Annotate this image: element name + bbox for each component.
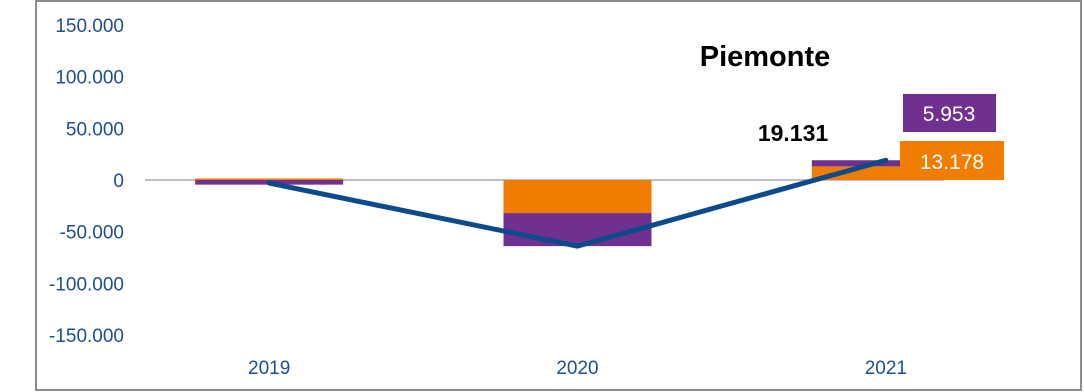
data-label-series2-2021: 5.953 (923, 103, 976, 126)
data-label-series1-2021: 13.178 (920, 151, 984, 174)
bar-series2-2020 (503, 213, 652, 247)
series-line (266, 157, 889, 249)
bar-series2-2021 (811, 160, 960, 167)
y-tick-label: 150.000 (55, 16, 124, 37)
y-tick-label: 0 (113, 171, 124, 192)
bar-series1-2020 (503, 180, 652, 214)
x-tick-label: 2020 (556, 358, 598, 379)
data-label-total-2021: 19.131 (758, 120, 829, 146)
x-tick-label: 2019 (248, 358, 290, 379)
y-tick-label: -150.000 (49, 326, 124, 347)
y-tick-label: -50.000 (60, 223, 124, 244)
data-label-series1-2021-box (900, 141, 1004, 180)
y-axis-ticks: 150.000 100.000 50.000 0 -50.000 -100.000 -150… (49, 16, 124, 347)
x-tick-label: 2021 (865, 358, 907, 379)
y-tick-label: -100.000 (49, 274, 124, 295)
y-tick-label: 100.000 (55, 68, 124, 89)
bar-series1-2019 (195, 178, 344, 180)
x-axis-ticks: 2019 2020 2021 (248, 358, 907, 379)
y-tick-label: 50.000 (66, 119, 124, 140)
chart-title: Piemonte (700, 41, 831, 73)
data-label-series2-2021-box (903, 94, 996, 132)
